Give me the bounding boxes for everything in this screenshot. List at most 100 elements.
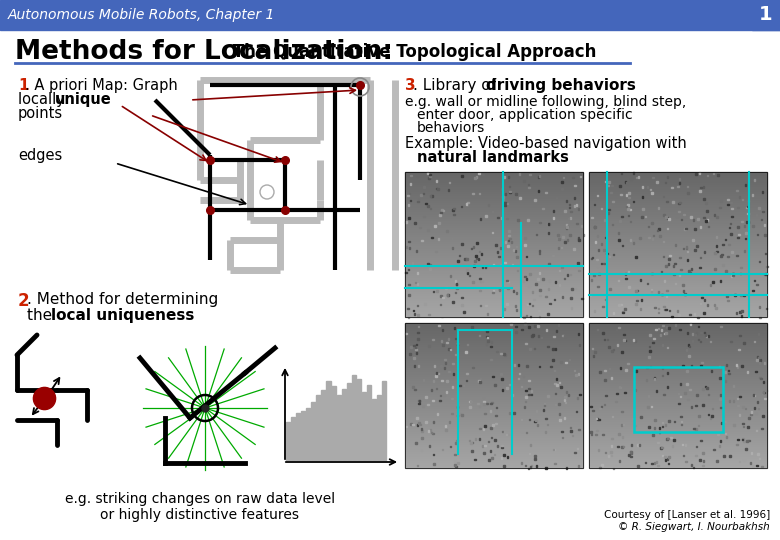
Bar [694,313,696,315]
Text: 3: 3 [405,78,416,93]
Bar [625,392,626,393]
Text: edges: edges [18,148,62,163]
Bar [589,401,767,402]
Bar [691,365,693,366]
Bar [589,283,767,284]
Bar [405,256,583,257]
Bar [405,374,583,375]
Bar [624,340,626,341]
Bar [590,406,591,407]
Bar [574,370,576,371]
Bar [544,431,546,433]
Bar [448,190,449,191]
Bar [695,455,697,456]
Bar [700,341,701,342]
Bar [483,428,484,430]
Bar [524,406,526,408]
Bar [491,341,492,343]
Bar [680,269,682,271]
Bar [654,420,656,421]
Bar [405,324,583,325]
Bar [589,246,767,247]
Bar [616,329,618,330]
Bar [410,353,411,355]
Bar [602,434,604,435]
Bar [453,373,455,375]
Bar [405,452,583,453]
Bar [452,363,453,364]
Bar [698,424,700,426]
Bar [589,223,767,224]
Bar [604,403,605,405]
Bar [707,335,709,336]
Bar [589,260,767,261]
Bar [479,278,480,279]
Bar [604,339,605,340]
Bar [405,311,583,312]
Bar [757,465,758,467]
Bar [574,185,576,186]
Bar [503,353,505,355]
Bar [589,345,767,346]
Bar [555,330,557,332]
Bar [631,453,633,454]
Bar [336,395,341,460]
Bar [589,409,767,410]
Bar [501,264,502,266]
Bar [720,280,721,281]
Bar [589,302,767,303]
Bar [484,453,485,454]
Bar [405,333,583,334]
Bar [756,371,757,372]
Bar [420,194,422,195]
Bar [405,185,583,186]
Bar [408,217,410,219]
Bar [479,335,480,336]
Bar [441,315,443,317]
Bar [509,186,510,187]
Bar [682,443,683,445]
Bar [666,438,668,440]
Bar [589,248,767,249]
Bar [414,222,416,224]
Bar [589,330,767,331]
Bar [701,297,703,299]
Bar [589,286,767,287]
Bar [717,174,718,176]
Bar [697,394,698,396]
Bar [501,457,502,459]
Bar [506,218,508,219]
Bar [667,386,668,388]
Bar [405,262,583,263]
Bar [685,228,686,230]
Bar [346,383,351,460]
Bar [719,398,721,400]
Bar [764,234,765,235]
Bar [429,268,431,270]
Bar [589,327,767,328]
Bar [406,426,407,427]
Bar [424,303,426,305]
Bar [745,408,746,409]
Bar [589,268,767,269]
Bar [558,382,560,383]
Bar [759,261,760,262]
Bar [756,360,757,361]
Text: e.g. wall or midline following, blind step,: e.g. wall or midline following, blind st… [405,95,686,109]
Bar [589,378,767,379]
Bar [621,447,622,448]
Bar [722,244,724,245]
Bar [561,247,562,248]
Bar [462,296,463,298]
Bar [589,442,767,443]
Bar [636,370,637,372]
Bar [487,336,488,338]
Bar [623,340,625,341]
Bar [566,226,568,228]
Bar [589,367,767,368]
Bar [405,411,583,412]
Bar [474,177,476,179]
Bar [405,279,583,280]
Bar [570,430,572,431]
Bar [655,329,657,330]
